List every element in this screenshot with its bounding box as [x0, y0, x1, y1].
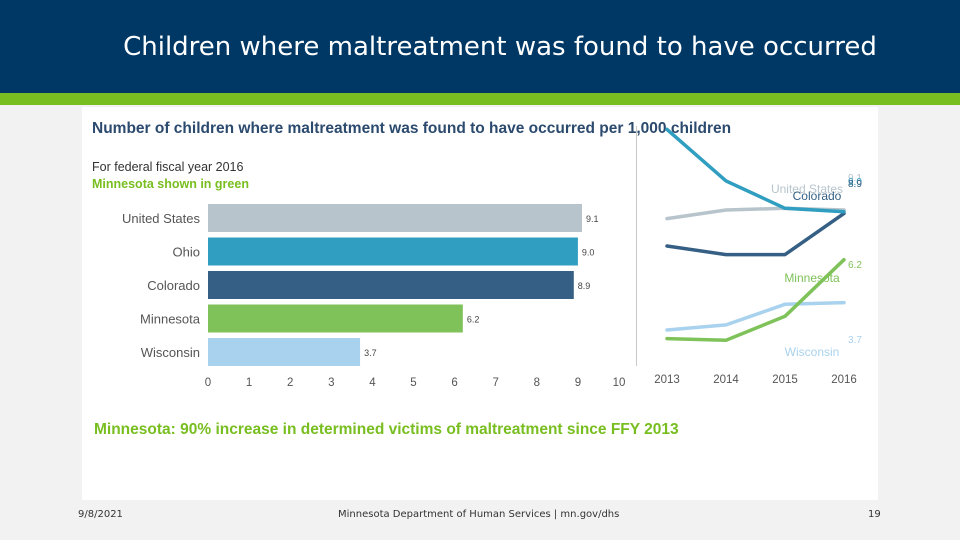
- bar-value-minnesota: 6.2: [467, 315, 480, 325]
- series-label-minnesota: Minnesota: [784, 271, 840, 285]
- x-tick-7: 7: [492, 377, 498, 389]
- x-tick-4: 4: [369, 377, 376, 389]
- bar-chart-title: Number of children where maltreatment wa…: [92, 120, 732, 137]
- x-year-2015: 2015: [772, 374, 798, 386]
- bar-chart-note: Minnesota shown in green: [92, 177, 249, 191]
- x-tick-0: 0: [205, 377, 211, 389]
- x-tick-3: 3: [328, 377, 334, 389]
- bar-value-ohio: 9.0: [582, 248, 595, 258]
- bar-label-wisconsin: Wisconsin: [141, 345, 200, 360]
- bar-united-states: [208, 204, 583, 232]
- bar-wisconsin: [208, 338, 361, 366]
- x-tick-2: 2: [287, 377, 293, 389]
- slide-title: Children where maltreatment was found to…: [123, 32, 877, 62]
- x-year-2016: 2016: [831, 374, 857, 386]
- bar-label-united-states: United States: [122, 211, 201, 226]
- bar-label-minnesota: Minnesota: [140, 312, 201, 327]
- footer-date: 9/8/2021: [78, 509, 123, 520]
- series-end-value-united-states: 9.1: [848, 173, 862, 184]
- series-end-value-wisconsin: 3.7: [848, 335, 862, 346]
- bar-minnesota: [208, 304, 463, 333]
- x-tick-5: 5: [410, 377, 416, 389]
- bar-value-colorado: 8.9: [578, 281, 591, 291]
- x-tick-8: 8: [534, 377, 540, 389]
- footer-org: Minnesota Department of Human Services |…: [338, 509, 620, 520]
- series-end-value-minnesota: 6.2: [848, 260, 862, 271]
- bar-ohio: [208, 237, 578, 266]
- line-colorado: [665, 211, 846, 257]
- x-year-2013: 2013: [654, 374, 680, 386]
- line-ohio: [665, 127, 846, 214]
- line-wisconsin: [665, 300, 846, 332]
- accent-band: [0, 93, 960, 105]
- bar-chart-subtitle: For federal fiscal year 2016: [92, 160, 244, 174]
- chart-divider: [636, 126, 637, 366]
- x-tick-6: 6: [451, 377, 457, 389]
- x-tick-10: 10: [613, 377, 626, 389]
- series-end-value-ohio: 9.0: [848, 177, 862, 188]
- series-label-united-states: United States: [771, 182, 843, 196]
- x-year-2014: 2014: [713, 374, 739, 386]
- line-minnesota: [665, 257, 846, 343]
- x-tick-1: 1: [246, 377, 252, 389]
- series-end-value-colorado: 8.9: [848, 179, 862, 190]
- chart-panel: [82, 107, 878, 500]
- x-tick-9: 9: [575, 377, 581, 389]
- bar-colorado: [208, 271, 574, 299]
- bar-label-ohio: Ohio: [173, 245, 200, 260]
- series-label-wisconsin: Wisconsin: [785, 345, 840, 359]
- bar-value-wisconsin: 3.7: [364, 348, 377, 358]
- series-label-colorado: Colorado: [793, 189, 842, 203]
- chart-footnote: Minnesota: 90% increase in determined vi…: [94, 421, 679, 438]
- bar-value-united-states: 9.1: [586, 214, 599, 224]
- bar-label-colorado: Colorado: [147, 278, 200, 293]
- page-number: 19: [868, 509, 881, 520]
- header-bar: [0, 0, 960, 93]
